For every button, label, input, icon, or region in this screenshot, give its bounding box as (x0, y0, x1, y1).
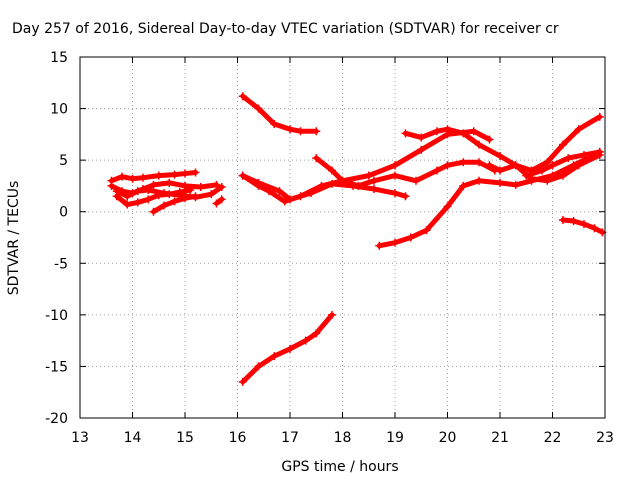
x-tick-label: 23 (596, 430, 614, 446)
series-trace (240, 93, 261, 112)
x-tick-label: 22 (544, 430, 562, 446)
series-trace (282, 193, 303, 204)
series-trace (392, 173, 419, 184)
data-point (328, 310, 336, 319)
series-trace (392, 235, 414, 246)
y-tick-label: 0 (59, 205, 68, 221)
y-axis-label: SDTVAR / TECUs (6, 181, 22, 296)
data-series (107, 92, 607, 386)
series-arc-1 (107, 168, 200, 185)
series-trace (271, 121, 293, 132)
x-tick-label: 17 (281, 430, 299, 446)
data-point (217, 182, 226, 191)
series-arc-16 (238, 310, 336, 386)
series-trace (366, 162, 398, 179)
series-trace (560, 162, 582, 179)
series-trace (392, 147, 424, 168)
data-point (191, 192, 200, 201)
x-tick-label: 19 (386, 430, 404, 446)
series-arc-7 (238, 92, 321, 136)
x-axis-label: GPS time / hours (281, 459, 398, 475)
data-point (191, 168, 200, 177)
x-tick-label: 15 (176, 430, 194, 446)
x-tick-label: 16 (229, 430, 247, 446)
series-trace (523, 167, 545, 179)
data-point (485, 135, 494, 144)
series-arc-6 (212, 195, 226, 208)
data-point (312, 127, 321, 136)
axis-ticks: 13 14 15 16 17 18 19 20 21 22 23 -20 -15 -10 -5 0 5 10 15 (45, 50, 614, 446)
series-trace (497, 162, 519, 173)
series-trace (240, 363, 261, 385)
chart-title: Day 257 of 2016, Sidereal Day-to-day VTE… (12, 21, 559, 37)
series-trace (256, 353, 277, 369)
series-trace (408, 227, 429, 240)
grid (80, 57, 605, 418)
series-trace (460, 130, 482, 148)
y-tick-label: 5 (59, 153, 68, 169)
data-point (401, 192, 410, 201)
series-trace (355, 178, 377, 189)
series-trace (240, 173, 261, 189)
series-arc-15 (559, 215, 607, 237)
series-trace (529, 159, 550, 173)
series-arc-5 (149, 192, 200, 216)
data-point (217, 195, 226, 204)
series-trace (550, 162, 576, 179)
series-trace (208, 184, 225, 197)
series-trace (560, 126, 582, 148)
y-tick-label: -15 (45, 359, 68, 375)
series-trace (576, 152, 603, 168)
series-trace (471, 128, 492, 143)
series-trace (544, 142, 566, 165)
series-trace (266, 188, 288, 204)
y-tick-label: -5 (54, 256, 68, 272)
series-arc-11 (401, 112, 604, 175)
y-tick-label: -10 (45, 308, 68, 324)
y-tick-label: -20 (45, 411, 68, 427)
series-trace (544, 173, 566, 184)
plot-frame (79, 56, 606, 419)
series-arc-14 (522, 147, 604, 180)
x-tick-label: 20 (439, 430, 457, 446)
series-trace (256, 180, 282, 194)
series-trace (298, 183, 324, 199)
x-tick-label: 18 (334, 430, 352, 446)
series-trace (476, 142, 503, 159)
series-trace (313, 155, 335, 173)
series-arc-4 (112, 182, 226, 202)
y-tick-label: 15 (50, 50, 68, 66)
series-trace (576, 114, 603, 132)
x-tick-label: 14 (124, 430, 142, 446)
series-trace (413, 167, 440, 184)
series-trace (256, 106, 277, 127)
data-point (186, 186, 195, 195)
x-tick-label: 21 (491, 430, 509, 446)
series-trace (319, 178, 345, 189)
series-trace (550, 155, 571, 168)
y-tick-label: 10 (50, 102, 68, 118)
series-trace (340, 178, 361, 189)
data-point (595, 112, 604, 121)
series-trace (424, 204, 450, 233)
data-point (595, 147, 604, 156)
series-trace (313, 312, 335, 336)
series-trace (418, 128, 440, 140)
series-trace (271, 346, 293, 359)
series-trace (418, 131, 450, 153)
series-trace (287, 338, 309, 352)
series-trace (371, 173, 398, 184)
x-tick-label: 13 (71, 430, 89, 446)
series-trace (445, 183, 466, 210)
series-trace (460, 178, 482, 189)
